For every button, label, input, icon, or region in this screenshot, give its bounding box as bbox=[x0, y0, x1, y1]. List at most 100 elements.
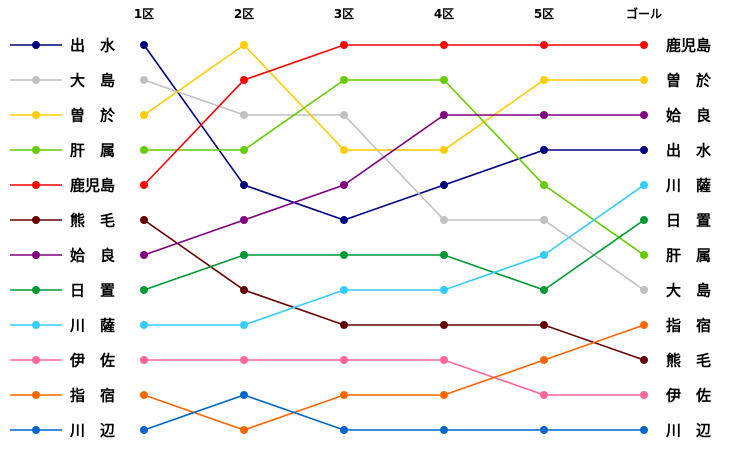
end-label-伊佐: 伊 佐 bbox=[665, 387, 711, 405]
legend-item-曽於: 曽 於 bbox=[10, 107, 116, 125]
stage-label: ゴール bbox=[626, 6, 662, 21]
end-label-川辺: 川 辺 bbox=[665, 422, 712, 440]
data-point-熊毛 bbox=[140, 216, 148, 224]
legend-label: 指 宿 bbox=[70, 387, 115, 405]
end-label-出水: 出 水 bbox=[666, 142, 712, 160]
data-point-日置 bbox=[140, 286, 148, 294]
end-label-日置: 日 置 bbox=[666, 212, 711, 230]
data-point-曽於 bbox=[440, 146, 448, 154]
data-point-川薩 bbox=[240, 321, 248, 329]
legend-marker bbox=[32, 76, 40, 84]
legend-item-姶良: 姶 良 bbox=[10, 247, 115, 265]
legend-marker bbox=[32, 391, 40, 399]
legend-marker bbox=[32, 321, 40, 329]
data-point-出水 bbox=[340, 216, 348, 224]
data-point-川辺 bbox=[640, 426, 648, 434]
data-point-姶良 bbox=[440, 111, 448, 119]
end-label-鹿児島: 鹿児島 bbox=[666, 37, 711, 55]
legend-label: 伊 佐 bbox=[69, 352, 115, 370]
stage-labels: 1区 2区 3区 4区 5区 ゴール bbox=[134, 6, 662, 21]
data-point-伊佐 bbox=[640, 391, 648, 399]
data-point-鹿児島 bbox=[540, 41, 548, 49]
data-point-大島 bbox=[340, 111, 348, 119]
data-point-川辺 bbox=[440, 426, 448, 434]
data-point-川辺 bbox=[140, 426, 148, 434]
data-point-曽於 bbox=[340, 146, 348, 154]
data-point-肝属 bbox=[540, 181, 548, 189]
data-point-出水 bbox=[540, 146, 548, 154]
data-point-姶良 bbox=[640, 111, 648, 119]
end-label-熊毛: 熊 毛 bbox=[666, 352, 711, 370]
data-point-大島 bbox=[140, 76, 148, 84]
legend-marker bbox=[32, 216, 40, 224]
data-point-指宿 bbox=[340, 391, 348, 399]
legend-item-熊毛: 熊 毛 bbox=[10, 212, 115, 230]
data-point-鹿児島 bbox=[240, 76, 248, 84]
data-point-曽於 bbox=[240, 41, 248, 49]
data-point-肝属 bbox=[440, 76, 448, 84]
legend-label: 姶 良 bbox=[70, 247, 115, 265]
series-line-姶良 bbox=[143, 114, 644, 256]
end-label-曽於: 曽 於 bbox=[666, 72, 712, 90]
legend-label: 曽 於 bbox=[70, 107, 116, 125]
legend-item-川辺: 川 辺 bbox=[10, 422, 116, 440]
data-point-川薩 bbox=[140, 321, 148, 329]
data-point-出水 bbox=[640, 146, 648, 154]
legend-label: 日 置 bbox=[70, 282, 115, 300]
data-point-伊佐 bbox=[340, 356, 348, 364]
stage-label: 1区 bbox=[134, 7, 154, 21]
data-point-大島 bbox=[240, 111, 248, 119]
legend-marker bbox=[32, 251, 40, 259]
data-point-出水 bbox=[240, 181, 248, 189]
data-point-肝属 bbox=[240, 146, 248, 154]
legend-label: 川 薩 bbox=[69, 317, 115, 335]
data-point-伊佐 bbox=[140, 356, 148, 364]
legend-label: 出 水 bbox=[70, 37, 116, 55]
data-point-肝属 bbox=[140, 146, 148, 154]
data-point-日置 bbox=[540, 286, 548, 294]
legend-label: 大 島 bbox=[70, 72, 115, 90]
series-line-川辺 bbox=[143, 394, 644, 431]
data-point-大島 bbox=[540, 216, 548, 224]
data-point-熊毛 bbox=[640, 356, 648, 364]
legend-item-肝属: 肝 属 bbox=[10, 142, 115, 160]
data-point-日置 bbox=[440, 251, 448, 259]
data-point-姶良 bbox=[340, 181, 348, 189]
series-line-大島 bbox=[143, 79, 645, 291]
stage-label: 5区 bbox=[534, 7, 554, 21]
legend-label: 鹿児島 bbox=[70, 177, 115, 195]
data-point-熊毛 bbox=[540, 321, 548, 329]
data-point-姶良 bbox=[140, 251, 148, 259]
series-line-日置 bbox=[143, 219, 645, 291]
data-point-鹿児島 bbox=[340, 41, 348, 49]
data-point-出水 bbox=[440, 181, 448, 189]
end-label-大島: 大 島 bbox=[666, 282, 711, 300]
data-point-指宿 bbox=[640, 321, 648, 329]
legend-marker bbox=[32, 356, 40, 364]
legend-label: 川 辺 bbox=[69, 422, 116, 440]
data-point-曽於 bbox=[640, 76, 648, 84]
legend-item-指宿: 指 宿 bbox=[10, 387, 115, 405]
data-point-姶良 bbox=[240, 216, 248, 224]
series-line-熊毛 bbox=[143, 219, 645, 361]
legend-marker bbox=[32, 146, 40, 154]
data-point-川辺 bbox=[540, 426, 548, 434]
series-line-指宿 bbox=[143, 324, 645, 431]
legend-marker bbox=[32, 41, 40, 49]
legend-item-大島: 大 島 bbox=[10, 72, 115, 90]
data-point-指宿 bbox=[140, 391, 148, 399]
data-point-日置 bbox=[240, 251, 248, 259]
legend-item-伊佐: 伊 佐 bbox=[10, 352, 115, 370]
end-label-肝属: 肝 属 bbox=[666, 247, 711, 265]
data-point-川薩 bbox=[540, 251, 548, 259]
series-line-伊佐 bbox=[144, 359, 644, 396]
data-point-肝属 bbox=[640, 251, 648, 259]
legend-marker bbox=[32, 181, 40, 189]
legend-label: 肝 属 bbox=[70, 142, 115, 160]
series-line-川薩 bbox=[144, 184, 645, 326]
data-point-鹿児島 bbox=[140, 181, 148, 189]
stage-label: 3区 bbox=[334, 7, 354, 21]
data-point-川薩 bbox=[340, 286, 348, 294]
legend-marker bbox=[32, 426, 40, 434]
